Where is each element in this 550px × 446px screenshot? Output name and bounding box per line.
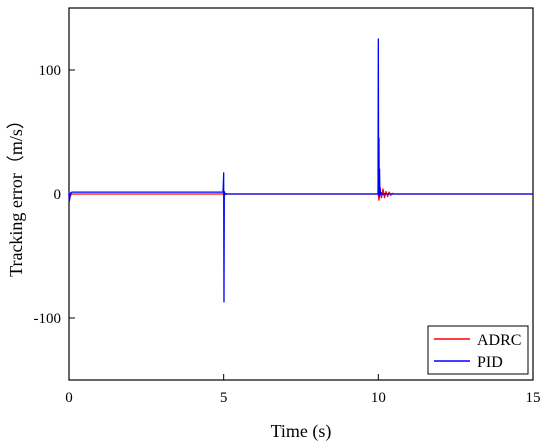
axis-ticks: 0 5 10 15 100 0 -100 [34, 63, 541, 406]
y-tick-label: 100 [39, 63, 62, 79]
x-tick-label: 10 [371, 390, 386, 406]
legend-label-adrc: ADRC [477, 332, 521, 349]
y-tick-label: 0 [54, 187, 62, 203]
x-tick-label: 15 [526, 390, 541, 406]
legend-label-pid: PID [477, 354, 503, 371]
y-tick-label: -100 [34, 311, 62, 327]
legend-box [427, 325, 529, 375]
series-lines [68, 38, 533, 303]
x-axis-title: Time (s) [271, 421, 332, 442]
y-axis-title: Tracking error（m/s） [6, 111, 26, 277]
legend: ADRC PID [427, 325, 529, 375]
x-tick-label: 5 [220, 390, 228, 406]
x-tick-label: 0 [65, 390, 73, 406]
series-line-pid [68, 38, 533, 303]
